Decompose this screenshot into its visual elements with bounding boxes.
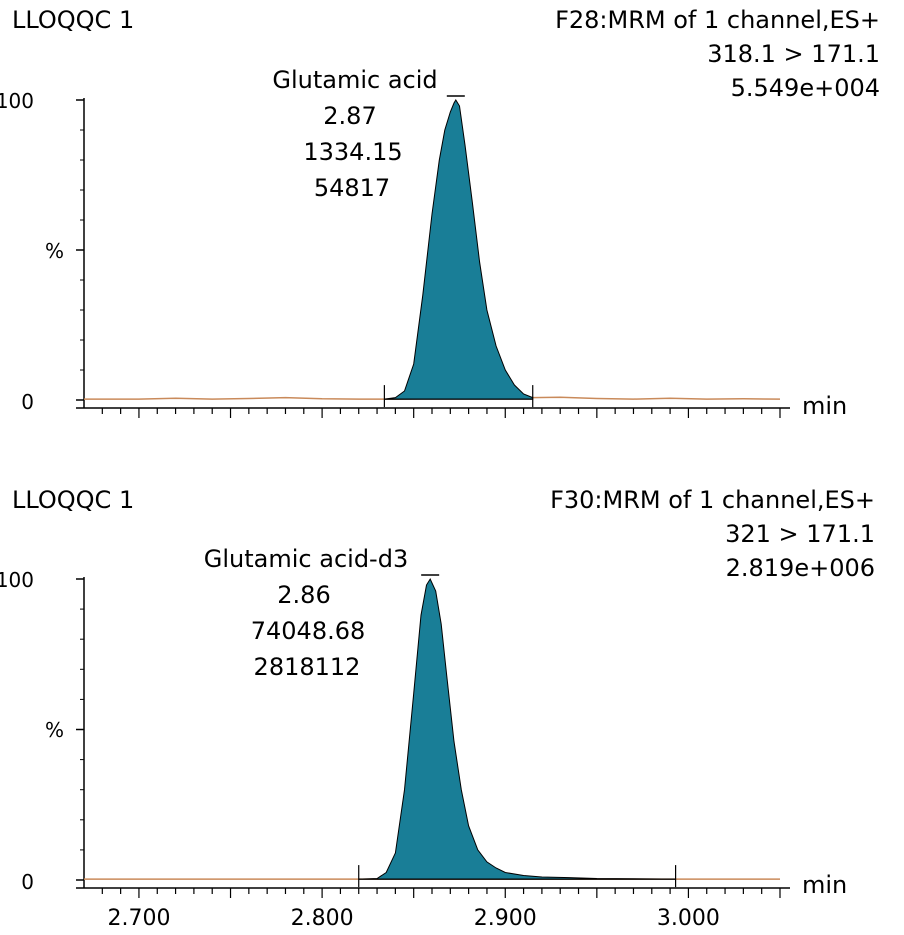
intensity-label: 2.819e+006 [726,554,875,582]
peak-area-label: 74048.68 [251,617,366,645]
transition-label: 318.1 > 171.1 [707,40,880,68]
peak-height-label: 2818112 [254,653,361,681]
y-tick-label-100: 100 [0,568,34,592]
peak-area [384,99,534,400]
peak-height-label: 54817 [314,174,390,202]
y-tick-label-0: 0 [21,870,34,894]
function-label: F30:MRM of 1 channel,ES+ [550,486,875,514]
x-tick-label: 3.000 [657,906,720,931]
peak-area-label: 1334.15 [303,138,402,166]
peak-area [358,577,676,880]
peak-compound-label: Glutamic acid-d3 [204,545,408,573]
sample-label: LLOQQC 1 [12,486,134,514]
x-tick-label: 2.700 [107,906,170,931]
y-tick-label-percent: % [45,718,64,742]
y-tick-label-100: 100 [0,89,34,113]
x-tick-label: 2.800 [291,906,354,931]
y-tick-label-percent: % [45,239,64,263]
peak-rt-label: 2.86 [277,581,330,609]
x-axis-label: min [802,392,847,420]
transition-label: 321 > 171.1 [725,520,875,548]
peak-compound-label: Glutamic acid [272,66,437,94]
chromatogram-panel-bottom: LLOQQC 1 F30:MRM of 1 channel,ES+ 321 > … [0,486,875,931]
chromatogram-panel-top: LLOQQC 1 F28:MRM of 1 channel,ES+ 318.1 … [0,6,880,420]
function-label: F28:MRM of 1 channel,ES+ [555,6,880,34]
intensity-label: 5.549e+004 [731,74,880,102]
x-tick-label: 2.900 [474,906,537,931]
x-axis-label: min [802,871,847,899]
y-tick-label-0: 0 [21,390,34,414]
peak-rt-label: 2.87 [323,102,376,130]
sample-label: LLOQQC 1 [12,6,134,34]
